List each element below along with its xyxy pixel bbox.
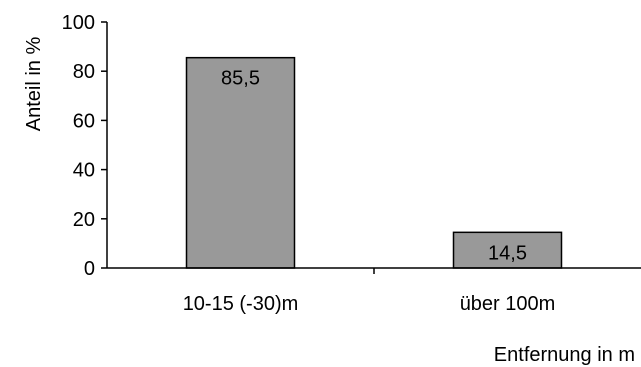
- x-category-label: über 100m: [460, 293, 556, 315]
- y-tick-label: 20: [73, 209, 95, 231]
- x-axis-ticks: 10-15 (-30)m über 100m: [183, 268, 556, 315]
- y-axis-ticks: 0 20 40 60 80 100: [62, 12, 107, 280]
- y-tick-label: 40: [73, 160, 95, 182]
- axes-group: [106, 22, 641, 269]
- bar-value-label: 85,5: [221, 68, 260, 90]
- y-axis-title: Anteil in %: [23, 37, 45, 132]
- x-axis-title: Entfernung in m: [494, 344, 635, 366]
- y-tick-label: 0: [84, 258, 95, 280]
- bar: [452, 231, 563, 269]
- x-category-label: 10-15 (-30)m: [183, 293, 299, 315]
- data-labels-group: 85,5 14,5: [221, 68, 527, 265]
- y-tick-label: 60: [73, 110, 95, 132]
- y-tick-label: 80: [73, 61, 95, 83]
- bars-group: [185, 56, 563, 269]
- y-tick-label: 100: [62, 12, 95, 34]
- bar-value-label: 14,5: [488, 242, 527, 264]
